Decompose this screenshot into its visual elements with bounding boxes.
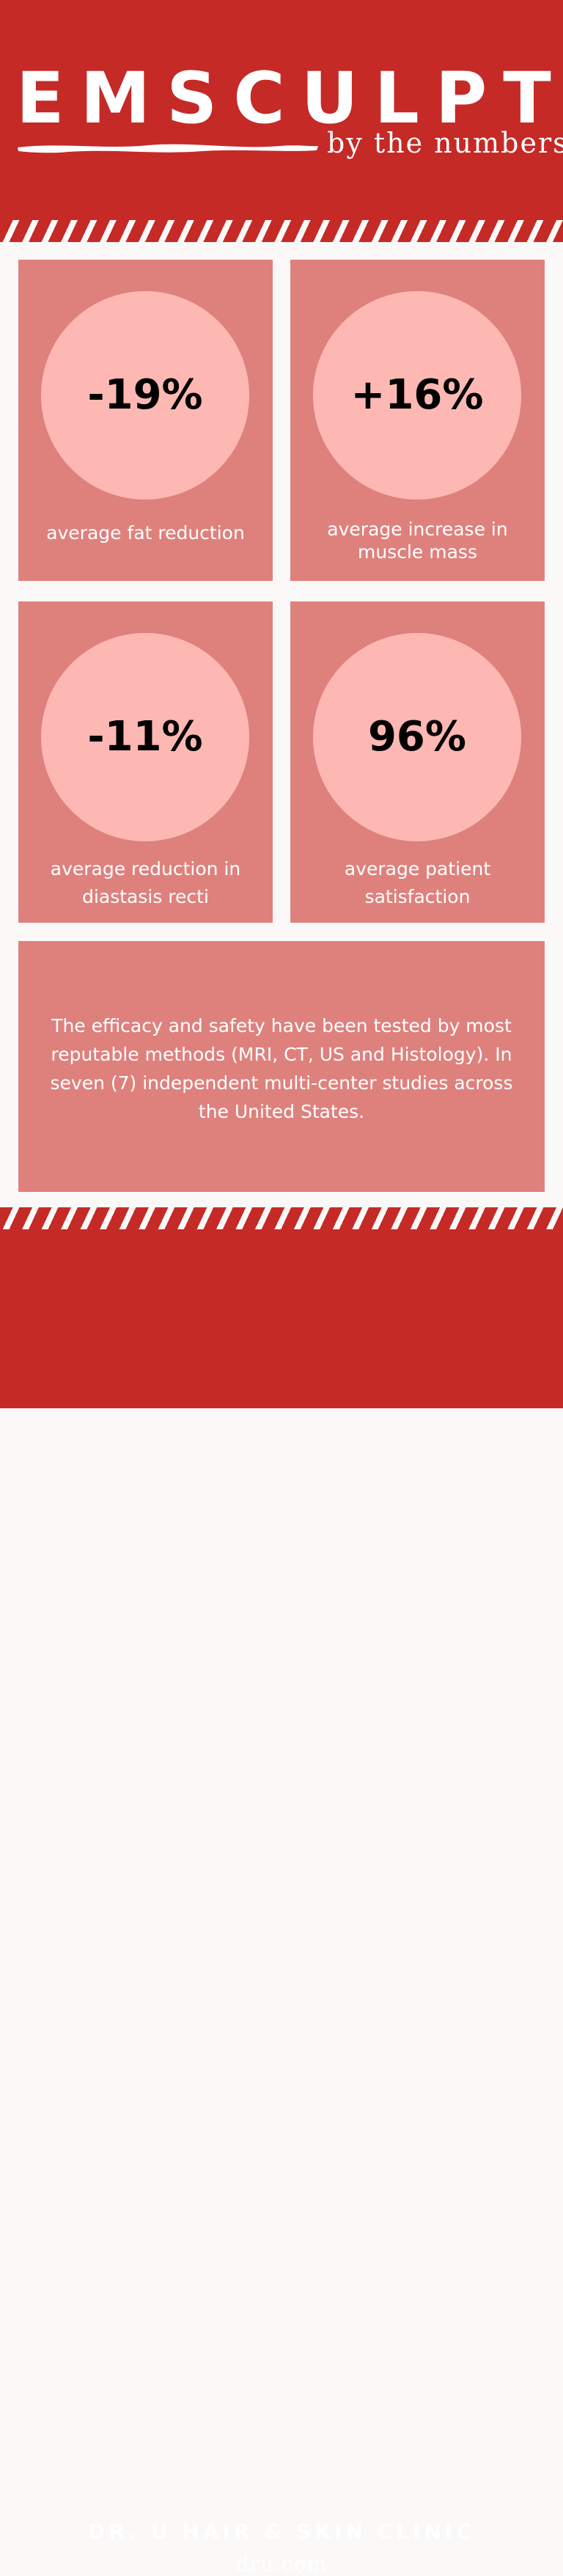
stat-label: average patient satisfaction [344, 858, 491, 907]
stripe-divider-bottom [0, 1207, 563, 1229]
stat-circle: +16% [313, 291, 521, 500]
stat-card-diastasis-recti: -11% average reduction in diastasis rect… [18, 601, 273, 923]
stat-card-muscle-mass: +16% average increase in muscle mass [290, 260, 545, 581]
stat-card-patient-satisfaction: 96% average patient satisfaction [290, 601, 545, 923]
stat-label: average increase in muscle mass [327, 519, 508, 563]
info-panel: The efficacy and safety have been tested… [18, 941, 545, 1192]
stat-card-fat-reduction: -19% average fat reduction [18, 260, 273, 581]
website-link[interactable]: dru.com [235, 2552, 328, 2576]
stat-value: +16% [350, 371, 484, 419]
stat-label: average fat reduction [46, 522, 245, 544]
stat-value: -11% [87, 713, 203, 761]
stat-value: -19% [87, 371, 203, 419]
stat-circle: -11% [41, 633, 249, 841]
stat-label: average reduction in diastasis recti [50, 858, 241, 907]
stat-circle: -19% [41, 291, 249, 500]
info-text: The efficacy and safety have been tested… [50, 1015, 513, 1122]
stat-circle: 96% [313, 633, 521, 841]
page-subtitle: by the numbers [327, 127, 563, 159]
clinic-name: DR. U HAIR & SKIN CLINIC [88, 2520, 475, 2544]
brush-underline [18, 144, 318, 153]
header-banner: EMSCULPT by the numbers [0, 0, 563, 220]
page-title: EMSCULPT [16, 57, 563, 139]
stripe-divider-top [0, 220, 563, 242]
stat-value: 96% [367, 713, 467, 761]
footer-banner: DR. U HAIR & SKIN CLINIC dru.com [0, 1229, 563, 2575]
